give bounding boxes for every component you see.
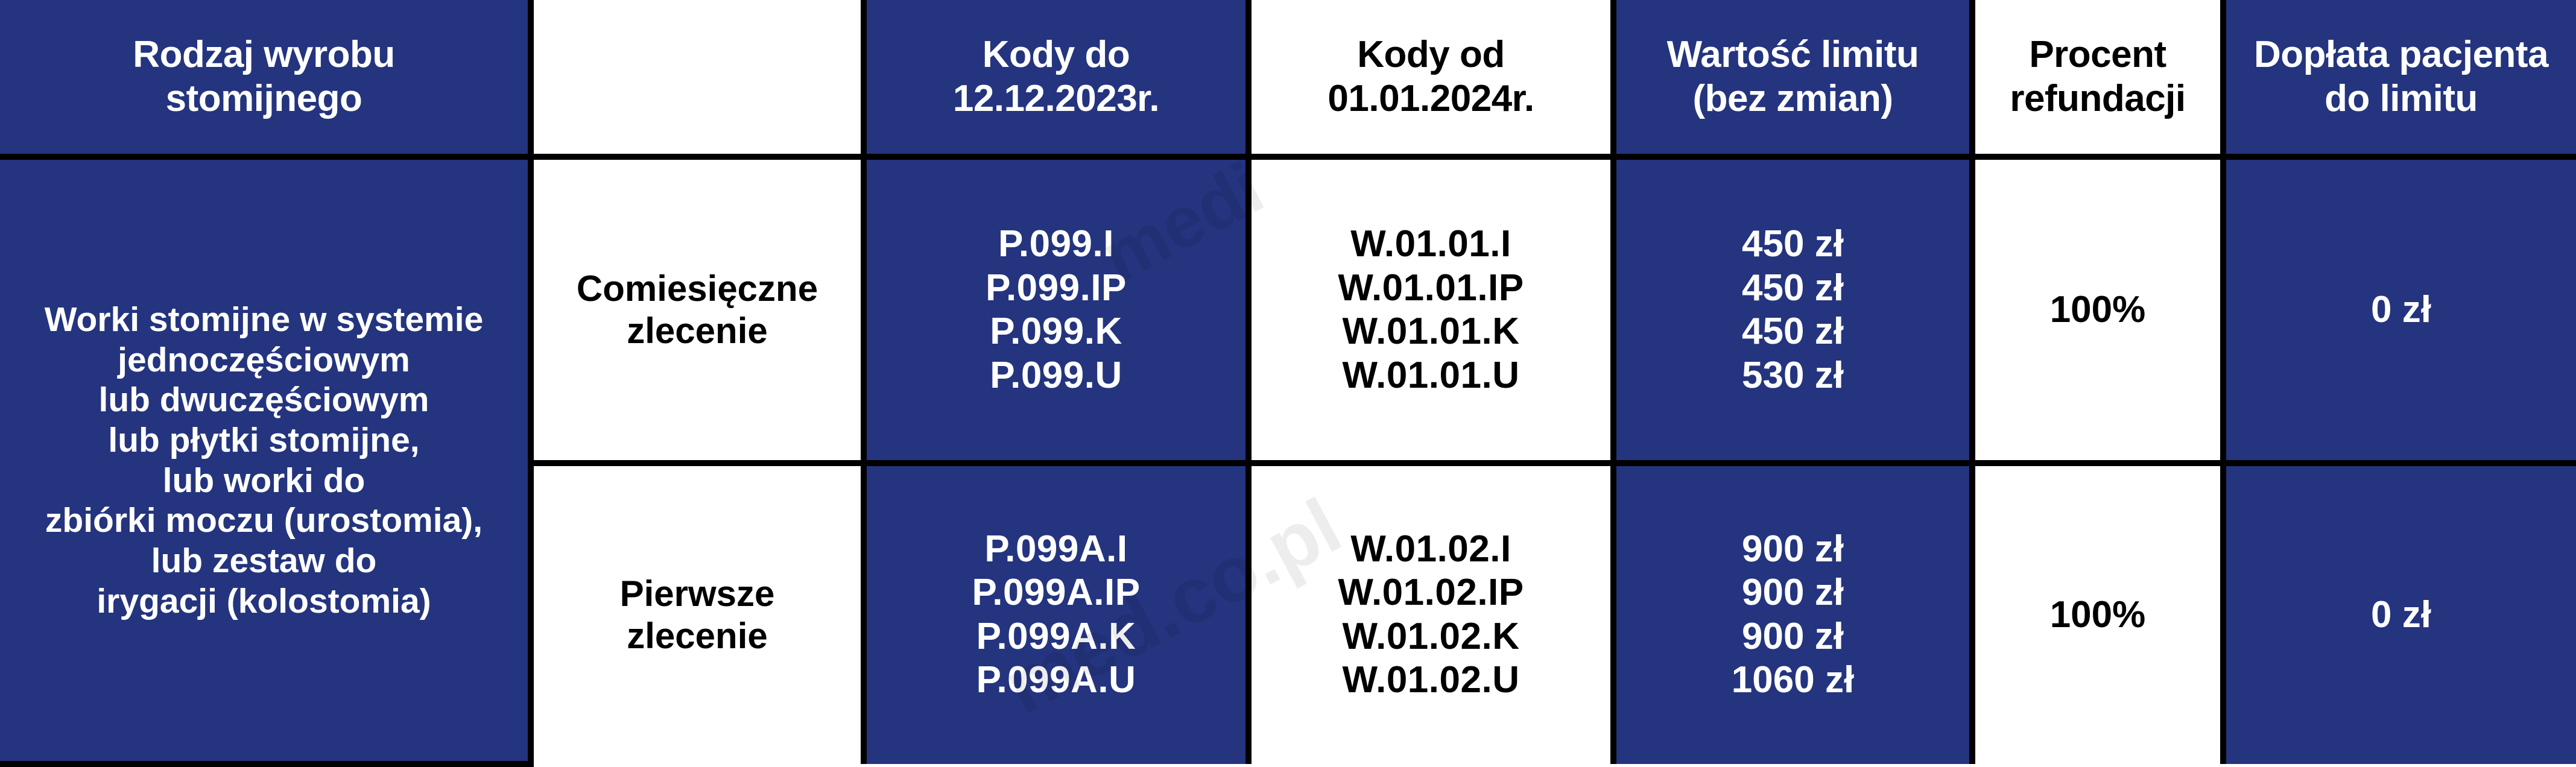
code-old-1: P.099.I: [998, 223, 1114, 265]
header-limit-line-2: (bez zmian): [1692, 77, 1893, 119]
cell-codes-new-monthly: W.01.01.I W.01.01.IP W.01.01.K W.01.01.U: [1245, 154, 1616, 466]
code-old-4: P.099.U: [990, 354, 1122, 396]
product-line-3: lub dwuczęściowym: [98, 380, 429, 420]
cell-order-type-monthly: Comiesięczne zlecenie: [528, 154, 867, 466]
code-new-4: W.01.01.U: [1342, 354, 1520, 396]
header-product-line-1: Rodzaj wyrobu: [133, 34, 395, 76]
header-codes-old-line-1: Kody do: [982, 34, 1130, 76]
header-codes-new-line-2: 01.01.2024r.: [1328, 77, 1534, 119]
order-type-line-1: Pierwsze: [619, 573, 775, 614]
cell-copay-first: 0 zł: [2220, 459, 2576, 764]
cell-percent-first: 100%: [1969, 459, 2226, 764]
code-old-3: P.099A.K: [976, 615, 1136, 657]
code-old-4: P.099A.U: [976, 659, 1136, 701]
product-line-7: lub zestaw do: [151, 541, 377, 581]
product-line-5: lub worki do: [162, 461, 366, 500]
limit-value-4: 530 zł: [1742, 354, 1844, 396]
header-percent-line-2: refundacji: [2010, 77, 2186, 119]
limit-value-1: 900 zł: [1742, 528, 1844, 570]
cell-codes-old-first: P.099A.I P.099A.IP P.099A.K P.099A.U: [861, 459, 1252, 764]
cell-copay-monthly: 0 zł: [2220, 154, 2576, 466]
cell-codes-new-first: W.01.02.I W.01.02.IP W.01.02.K W.01.02.U: [1245, 459, 1616, 764]
header-cell-codes-new: Kody od 01.01.2024r.: [1245, 0, 1616, 160]
product-line-8: irygacji (kolostomia): [97, 581, 431, 620]
limit-value-4: 1060 zł: [1731, 659, 1855, 701]
code-new-1: W.01.02.I: [1350, 528, 1511, 570]
product-line-1: Worki stomijne w systemie: [44, 300, 484, 339]
cell-codes-old-monthly: P.099.I P.099.IP P.099.K P.099.U: [861, 154, 1252, 466]
table-header-row: Rodzaj wyrobu stomijnego Kody do 12.12.2…: [0, 0, 2576, 160]
header-cell-percent: Procent refundacji: [1969, 0, 2226, 160]
code-old-2: P.099.IP: [986, 267, 1127, 309]
product-line-4: lub płytki stomijne,: [108, 420, 420, 459]
header-cell-copay: Dopłata pacjenta do limitu: [2220, 0, 2576, 160]
header-cell-limit-value: Wartość limitu (bez zmian): [1610, 0, 1975, 160]
code-new-4: W.01.02.U: [1342, 659, 1520, 701]
header-cell-codes-old: Kody do 12.12.2023r.: [861, 0, 1252, 160]
header-limit-line-1: Wartość limitu: [1666, 34, 1919, 76]
header-copay-line-1: Dopłata pacjenta: [2253, 34, 2549, 76]
code-new-2: W.01.02.IP: [1338, 572, 1524, 614]
cell-limit-value-first: 900 zł 900 zł 900 zł 1060 zł: [1610, 459, 1975, 764]
order-type-line-1: Comiesięczne: [576, 268, 818, 309]
order-type-line-2: zlecenie: [627, 615, 768, 656]
product-line-2: jednoczęściowym: [118, 340, 410, 379]
product-line-6: zbiórki moczu (urostomia),: [45, 501, 483, 540]
cell-percent-monthly: 100%: [1969, 154, 2226, 466]
limit-value-3: 450 zł: [1742, 311, 1844, 353]
header-copay-line-2: do limitu: [2324, 77, 2478, 119]
cell-product-name: Worki stomijne w systemie jednoczęściowy…: [0, 154, 534, 767]
limit-value-3: 900 zł: [1742, 615, 1844, 657]
header-product-line-2: stomijnego: [165, 77, 362, 119]
header-codes-old-line-2: 12.12.2023r.: [952, 77, 1160, 119]
header-percent-line-1: Procent: [2029, 34, 2166, 76]
code-old-2: P.099A.IP: [972, 572, 1141, 614]
code-old-1: P.099A.I: [984, 528, 1128, 570]
table-row: Pierwsze zlecenie P.099A.I P.099A.IP P.0…: [0, 459, 2576, 764]
header-cell-order-type-blank: [528, 0, 867, 160]
table-row: Worki stomijne w systemie jednoczęściowy…: [0, 154, 2576, 767]
limit-value-2: 900 zł: [1742, 572, 1844, 614]
code-old-3: P.099.K: [990, 311, 1122, 353]
header-codes-new-line-1: Kody od: [1357, 34, 1505, 76]
code-new-2: W.01.01.IP: [1338, 267, 1524, 309]
limit-value-2: 450 zł: [1742, 267, 1844, 309]
code-new-1: W.01.01.I: [1350, 223, 1511, 265]
limit-value-1: 450 zł: [1742, 223, 1844, 265]
code-new-3: W.01.02.K: [1342, 615, 1520, 657]
code-new-3: W.01.01.K: [1342, 311, 1520, 353]
cell-order-type-first: Pierwsze zlecenie: [531, 459, 867, 764]
order-type-line-2: zlecenie: [627, 311, 768, 352]
header-cell-product: Rodzaj wyrobu stomijnego: [0, 0, 534, 160]
cell-limit-value-monthly: 450 zł 450 zł 450 zł 530 zł: [1610, 154, 1975, 466]
